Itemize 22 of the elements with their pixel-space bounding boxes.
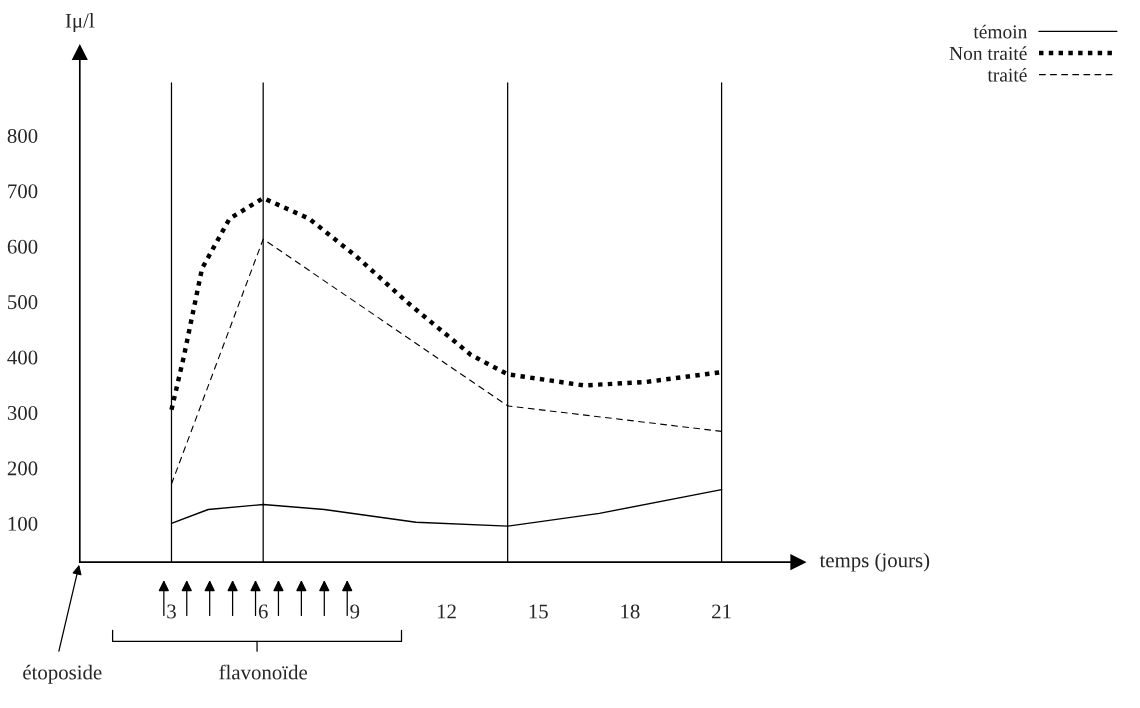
- legend-label: témoin: [973, 24, 1028, 39]
- x-tick-label: 21: [712, 604, 731, 619]
- y-tick-label: 600: [7, 239, 38, 254]
- y-tick-label: 100: [8, 516, 38, 531]
- y-tick-label: 800: [7, 128, 38, 143]
- legend-label: Non traité: [949, 46, 1027, 61]
- legend-label: traité: [987, 67, 1027, 82]
- x-tick-label: 6: [258, 604, 268, 619]
- y-tick-label: 500: [8, 295, 38, 310]
- x-tick-label: 3: [167, 604, 176, 619]
- x-tick-label: 15: [529, 604, 548, 619]
- x-tick-label: 9: [350, 604, 360, 619]
- y-tick-label: 400: [7, 350, 38, 365]
- x-tick-label: 12: [437, 604, 456, 619]
- text: étoposide: [23, 664, 102, 684]
- text: flavonoïde: [219, 664, 307, 680]
- y-tick-label: 300: [7, 405, 38, 420]
- x-tick-label: 18: [621, 604, 640, 619]
- y-axis-title: Iμ/l: [65, 13, 95, 32]
- y-tick-label: 200: [7, 461, 38, 476]
- y-tick-label: 700: [8, 184, 38, 199]
- x-axis-title: temps (jours): [819, 552, 930, 572]
